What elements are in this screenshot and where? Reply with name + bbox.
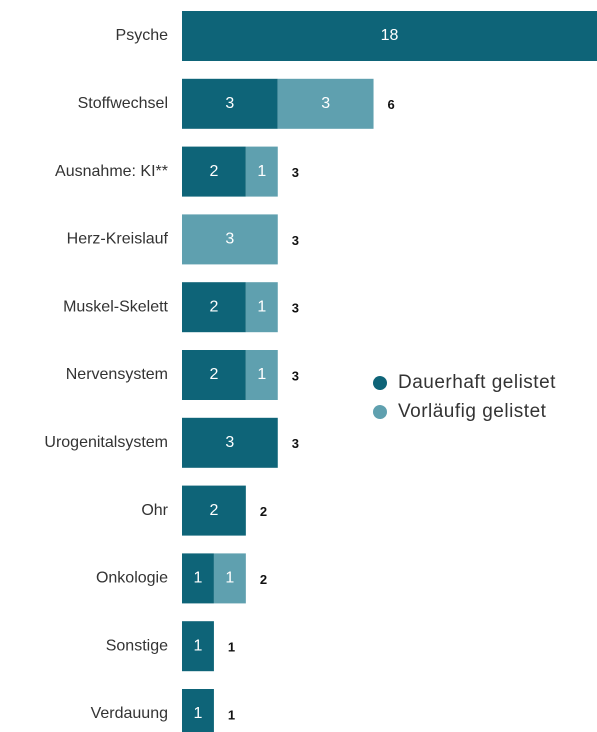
bar-segment xyxy=(277,78,374,129)
segment-label: 1 xyxy=(257,298,266,315)
segment-label: 1 xyxy=(225,570,234,587)
bar-segment xyxy=(182,553,214,604)
segment-label: 2 xyxy=(209,502,218,519)
total-label: 1 xyxy=(228,640,235,655)
segment-label: 3 xyxy=(225,231,234,248)
bar-segment xyxy=(182,282,246,333)
segment-label: 2 xyxy=(209,298,218,315)
segment-label: 3 xyxy=(321,95,330,112)
category-label: Ohr xyxy=(141,502,168,519)
legend-marker xyxy=(373,405,387,419)
category-label: Verdauung xyxy=(91,705,168,722)
bar-segment xyxy=(245,282,278,333)
bar-segment xyxy=(245,146,278,197)
segment-label: 1 xyxy=(257,163,266,180)
plot-area: Psyche 18 Stoffwechsel 3 3 6 Ausnahme: KI** 2 1 3… xyxy=(44,11,597,732)
category-label: Nervensystem xyxy=(66,366,168,383)
segment-label: 3 xyxy=(225,95,234,112)
legend-label: Dauerhaft gelistet xyxy=(398,372,556,393)
category-label: Sonstige xyxy=(106,637,168,654)
category-label: Herz-Kreislauf xyxy=(67,231,169,248)
segment-label: 3 xyxy=(225,434,234,451)
category-label: Ausnahme: KI** xyxy=(55,163,168,180)
legend-marker xyxy=(373,376,387,390)
total-label: 2 xyxy=(260,504,267,519)
total-label: 2 xyxy=(260,572,267,587)
category-label: Stoffwechsel xyxy=(78,95,168,112)
bar-segment xyxy=(182,485,246,536)
segment-label: 2 xyxy=(209,366,218,383)
bar-segment xyxy=(182,214,278,265)
total-label: 6 xyxy=(388,97,395,112)
bar-segment xyxy=(182,11,597,61)
segment-label: 2 xyxy=(209,163,218,180)
bar-segment xyxy=(182,621,214,672)
category-label: Muskel-Skelett xyxy=(63,298,168,315)
bar-segment xyxy=(182,417,278,468)
segment-label: 1 xyxy=(194,637,203,654)
segment-label: 1 xyxy=(257,366,266,383)
total-label: 3 xyxy=(292,233,299,248)
bar-segment xyxy=(182,689,214,732)
bar-segment xyxy=(182,78,278,129)
segment-label: 1 xyxy=(194,570,203,587)
bar-segment xyxy=(213,553,246,604)
segment-label: 1 xyxy=(194,705,203,722)
bar-segment xyxy=(182,350,246,400)
legend-label: Vorläufig gelistet xyxy=(398,401,547,422)
category-label: Urogenitalsystem xyxy=(44,434,168,451)
category-label: Psyche xyxy=(116,27,169,44)
total-label: 3 xyxy=(292,165,299,180)
total-label: 3 xyxy=(292,368,299,383)
category-label: Onkologie xyxy=(96,570,168,587)
segment-label: 18 xyxy=(381,27,399,44)
total-label: 1 xyxy=(228,707,235,722)
bar-segment xyxy=(182,146,246,197)
bar-segment xyxy=(245,350,278,400)
total-label: 3 xyxy=(292,436,299,451)
total-label: 3 xyxy=(292,301,299,316)
